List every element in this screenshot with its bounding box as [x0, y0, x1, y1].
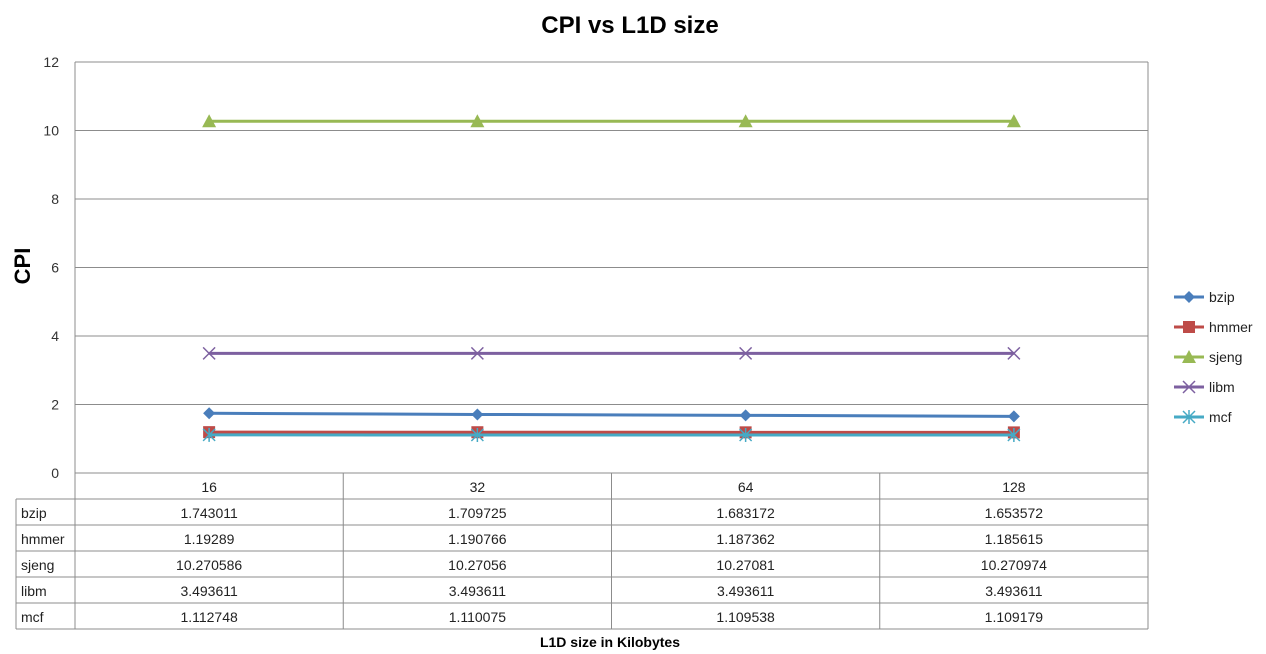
data-point-libm [739, 346, 753, 360]
y-tick-label: 2 [51, 397, 59, 413]
data-point-bzip [1007, 410, 1020, 423]
table-cell: 1.185615 [985, 531, 1044, 547]
data-table: 16 32 64 128 bzip 1.743011 1.709725 1.683172 1.6… [15, 472, 1149, 630]
data-series [202, 114, 1021, 443]
table-cell: 3.493611 [717, 583, 775, 599]
table-row-label: libm [21, 583, 47, 599]
data-point-mcf [1007, 428, 1021, 443]
legend-marker [1182, 350, 1196, 363]
data-point-libm [202, 346, 216, 360]
series-bzip [203, 407, 1020, 423]
table-cell: 1.683172 [716, 505, 775, 521]
table-cell: 10.27056 [448, 557, 507, 573]
data-point-mcf [739, 427, 753, 442]
table-cell: 1.109538 [716, 609, 775, 625]
y-tick-label: 6 [51, 260, 59, 276]
legend-entry-hmmer: hmmer [1174, 319, 1253, 335]
table-row-label: mcf [21, 609, 44, 625]
legend-label: libm [1209, 379, 1235, 395]
legend-entry-bzip: bzip [1174, 289, 1235, 305]
legend: bzip hmmer sjeng libm mcf [1174, 289, 1253, 425]
data-point-mcf [470, 427, 484, 442]
data-point-bzip [203, 407, 216, 420]
data-point-sjeng [738, 114, 753, 128]
data-point-sjeng [470, 114, 485, 128]
x-axis-label: L1D size in Kilobytes [540, 634, 680, 650]
data-point-bzip [471, 408, 484, 421]
legend-entry-sjeng: sjeng [1174, 349, 1242, 365]
series-libm [202, 346, 1021, 360]
y-tick-label: 12 [43, 54, 59, 70]
table-cell: 1.112748 [180, 609, 238, 625]
legend-entry-mcf: mcf [1174, 409, 1232, 425]
legend-label: sjeng [1209, 349, 1242, 365]
plot-area [74, 62, 1149, 473]
table-cell: 1.187362 [716, 531, 775, 547]
legend-label: hmmer [1209, 319, 1253, 335]
x-tick-label: 128 [1002, 479, 1026, 495]
table-cell: 1.109179 [985, 609, 1044, 625]
y-tick-label: 8 [51, 191, 59, 207]
table-cell: 1.653572 [985, 505, 1044, 521]
table-cell: 1.110075 [449, 609, 507, 625]
data-point-bzip [739, 409, 752, 422]
table-cell: 10.270586 [176, 557, 242, 573]
legend-marker [1182, 380, 1196, 394]
series-sjeng [202, 114, 1021, 128]
legend-marker [1183, 321, 1195, 333]
data-point-sjeng [202, 114, 217, 128]
table-cell: 10.27081 [716, 557, 775, 573]
legend-label: bzip [1209, 289, 1235, 305]
y-tick-label: 10 [43, 123, 59, 139]
x-tick-label: 32 [470, 479, 486, 495]
series-mcf [202, 427, 1021, 443]
table-cell: 1.19289 [184, 531, 235, 547]
data-point-sjeng [1006, 114, 1021, 128]
y-axis-ticks: 0 2 4 6 8 10 12 [43, 54, 59, 481]
table-cell: 3.493611 [985, 583, 1043, 599]
table-row-label: sjeng [21, 557, 54, 573]
legend-marker [1183, 291, 1195, 303]
y-tick-label: 0 [51, 465, 59, 481]
legend-label: mcf [1209, 409, 1232, 425]
data-point-libm [1007, 346, 1021, 360]
data-point-libm [470, 346, 484, 360]
y-axis-label: CPI [10, 248, 35, 285]
table-row-label: bzip [21, 505, 47, 521]
legend-marker [1182, 410, 1196, 424]
table-cell: 1.743011 [180, 505, 238, 521]
data-point-mcf [202, 427, 216, 442]
table-cell: 3.493611 [449, 583, 507, 599]
table-row-label: hmmer [21, 531, 65, 547]
table-cell: 1.709725 [448, 505, 507, 521]
table-cell: 10.270974 [981, 557, 1047, 573]
chart-title: CPI vs L1D size [541, 12, 718, 39]
table-cell: 3.493611 [180, 583, 238, 599]
table-cell: 1.190766 [448, 531, 507, 547]
series-hmmer [203, 426, 1020, 439]
legend-entry-libm: libm [1174, 379, 1235, 395]
x-tick-label: 16 [201, 479, 217, 495]
x-tick-label: 64 [738, 479, 754, 495]
y-tick-label: 4 [51, 328, 59, 344]
series-line-bzip [209, 411, 1014, 418]
gridlines [75, 61, 1148, 405]
